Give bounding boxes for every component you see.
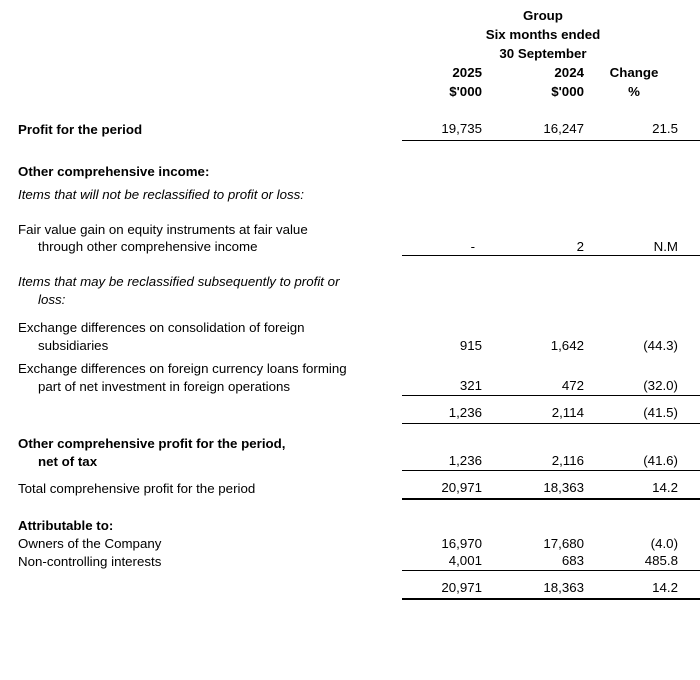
header-row-years: 2025 2024 Change bbox=[0, 63, 700, 82]
header-row-period: Six months ended bbox=[0, 25, 700, 44]
row-value-profit-2025: 19,735 bbox=[402, 118, 482, 141]
row-value-oci-net-2024: 2,116 bbox=[482, 435, 584, 471]
row-value-owners-2025: 16,970 bbox=[441, 535, 482, 551]
spacer-before-oci-net bbox=[0, 424, 700, 436]
table-row-subtotal-reclass: 1,236 2,114 (41.5) bbox=[0, 401, 700, 424]
table-row-may-reclassified-heading: Items that may be reclassified subsequen… bbox=[0, 273, 700, 308]
spacer-after-profit bbox=[0, 140, 700, 163]
header-unit-2024: $'000 bbox=[551, 84, 584, 99]
row-label-exchange-consolidation-line2: subsidiaries bbox=[38, 337, 109, 353]
row-label-profit: Profit for the period bbox=[18, 121, 143, 137]
row-label-nci: Non-controlling interests bbox=[18, 553, 162, 569]
row-value-exchange-consolidation-2025: 915 bbox=[459, 337, 482, 353]
table-row-total-comprehensive: Total comprehensive profit for the perio… bbox=[0, 476, 700, 500]
row-label-subtotal-reclass bbox=[0, 402, 402, 424]
table-row-exchange-loans: Exchange differences on foreign currency… bbox=[0, 360, 700, 396]
row-label-exchange-loans-line1: Exchange differences on foreign currency… bbox=[18, 361, 347, 376]
table-row-profit-for-the-period: Profit for the period 19,735 16,247 21.5 bbox=[0, 118, 700, 141]
row-value-total-comprehensive-2024: 18,363 bbox=[482, 476, 584, 500]
row-label-fair-value: Fair value gain on equity instruments at… bbox=[0, 221, 402, 256]
spacer-before-fair-value bbox=[0, 204, 700, 221]
row-value-exchange-loans-2025: 321 bbox=[402, 360, 482, 396]
row-label-may-reclassified-line2: loss: bbox=[38, 291, 66, 307]
row-value-nci-2024: 683 bbox=[482, 552, 584, 571]
row-label-exchange-consolidation-line1: Exchange differences on consolidation of… bbox=[18, 320, 305, 335]
row-value-exchange-loans-2024: 472 bbox=[482, 360, 584, 396]
row-value-oci-net-change: (41.6) bbox=[584, 435, 684, 471]
row-label-attributable-total bbox=[0, 577, 402, 600]
header-unit-change: % bbox=[628, 84, 640, 99]
row-label-exchange-consolidation: Exchange differences on consolidation of… bbox=[0, 319, 402, 354]
row-label-may-reclassified: Items that may be reclassified subsequen… bbox=[0, 273, 402, 308]
row-value-profit-change: 21.5 bbox=[584, 118, 684, 141]
row-value-fair-value-change: N.M bbox=[584, 220, 684, 256]
header-label-spacer bbox=[0, 0, 402, 25]
header-row-units: $'000 $'000 % bbox=[0, 82, 700, 101]
row-label-oci-net-of-tax-line2: net of tax bbox=[38, 453, 98, 469]
row-value-profit-2024: 16,247 bbox=[482, 118, 584, 141]
table-row-non-controlling-interests: Non-controlling interests 4,001 683 485.… bbox=[0, 552, 700, 571]
row-value-exchange-consolidation-change: (44.3) bbox=[643, 337, 678, 353]
row-label-oci-net-of-tax-line1: Other comprehensive profit for the perio… bbox=[18, 436, 286, 451]
comprehensive-income-table: Group Six months ended 30 September 2025… bbox=[0, 0, 700, 600]
table-row-exchange-consolidation: Exchange differences on consolidation of… bbox=[0, 319, 700, 354]
row-label-total-comprehensive: Total comprehensive profit for the perio… bbox=[18, 480, 256, 496]
header-col-change: Change bbox=[609, 65, 659, 80]
row-value-subtotal-reclass-change: (41.5) bbox=[584, 401, 684, 424]
header-period-title: Six months ended bbox=[485, 27, 601, 42]
row-value-total-comprehensive-change: 14.2 bbox=[584, 476, 684, 500]
table-row-attributable-heading: Attributable to: bbox=[0, 517, 700, 535]
table-row-attributable-total: 20,971 18,363 14.2 bbox=[0, 576, 700, 600]
header-unit-2025: $'000 bbox=[449, 84, 482, 99]
spacer-before-attributable bbox=[0, 499, 700, 517]
header-col-2025: 2025 bbox=[452, 65, 482, 80]
row-label-exchange-loans-line2: part of net investment in foreign operat… bbox=[38, 378, 291, 394]
row-value-owners-2024: 17,680 bbox=[543, 535, 584, 551]
row-value-fair-value-2024: 2 bbox=[482, 220, 584, 256]
row-label-exchange-loans: Exchange differences on foreign currency… bbox=[0, 360, 402, 395]
row-value-nci-change: 485.8 bbox=[584, 552, 684, 571]
spacer-before-exchange-consolidation bbox=[0, 308, 700, 319]
row-value-subtotal-reclass-2024: 2,114 bbox=[482, 401, 584, 424]
row-label-may-reclassified-line1: Items that may be reclassified subsequen… bbox=[18, 274, 340, 289]
row-value-exchange-consolidation-2024: 1,642 bbox=[550, 337, 584, 353]
row-label-owners: Owners of the Company bbox=[18, 535, 162, 551]
row-value-total-comprehensive-2025: 20,971 bbox=[402, 476, 482, 500]
row-label-oci-heading: Other comprehensive income: bbox=[18, 163, 210, 179]
spacer-after-fair-value bbox=[0, 256, 700, 274]
table-row-owners-of-company: Owners of the Company 16,970 17,680 (4.0… bbox=[0, 535, 700, 553]
row-label-oci-net-of-tax: Other comprehensive profit for the perio… bbox=[0, 435, 402, 470]
row-label-attributable-heading: Attributable to: bbox=[18, 518, 114, 533]
row-value-attributable-total-change: 14.2 bbox=[584, 576, 684, 600]
row-value-fair-value-2025: - bbox=[402, 220, 482, 256]
row-value-attributable-total-2025: 20,971 bbox=[402, 576, 482, 600]
row-value-oci-net-2025: 1,236 bbox=[402, 435, 482, 471]
row-value-owners-change: (4.0) bbox=[650, 535, 678, 551]
row-value-nci-2025: 4,001 bbox=[402, 552, 482, 571]
header-row-group: Group bbox=[0, 0, 700, 25]
row-label-fair-value-line1: Fair value gain on equity instruments at… bbox=[18, 221, 308, 237]
table-row-oci-net-of-tax: Other comprehensive profit for the perio… bbox=[0, 435, 700, 471]
header-group-title: Group bbox=[523, 8, 563, 23]
row-value-exchange-loans-change: (32.0) bbox=[584, 360, 684, 396]
table-row-fair-value-gain: Fair value gain on equity instruments at… bbox=[0, 220, 700, 256]
table-row-oci-heading: Other comprehensive income: bbox=[0, 163, 700, 181]
header-row-date: 30 September bbox=[0, 44, 700, 63]
row-value-attributable-total-2024: 18,363 bbox=[482, 576, 584, 600]
spacer-after-header bbox=[0, 101, 700, 118]
header-col-2024: 2024 bbox=[554, 65, 584, 80]
header-date-title: 30 September bbox=[499, 46, 587, 61]
row-label-fair-value-line2: through other comprehensive income bbox=[38, 239, 258, 254]
table-row-not-reclassified-heading: Items that will not be reclassified to p… bbox=[0, 186, 700, 204]
row-label-not-reclassified: Items that will not be reclassified to p… bbox=[18, 187, 304, 202]
row-value-subtotal-reclass-2025: 1,236 bbox=[402, 401, 482, 424]
